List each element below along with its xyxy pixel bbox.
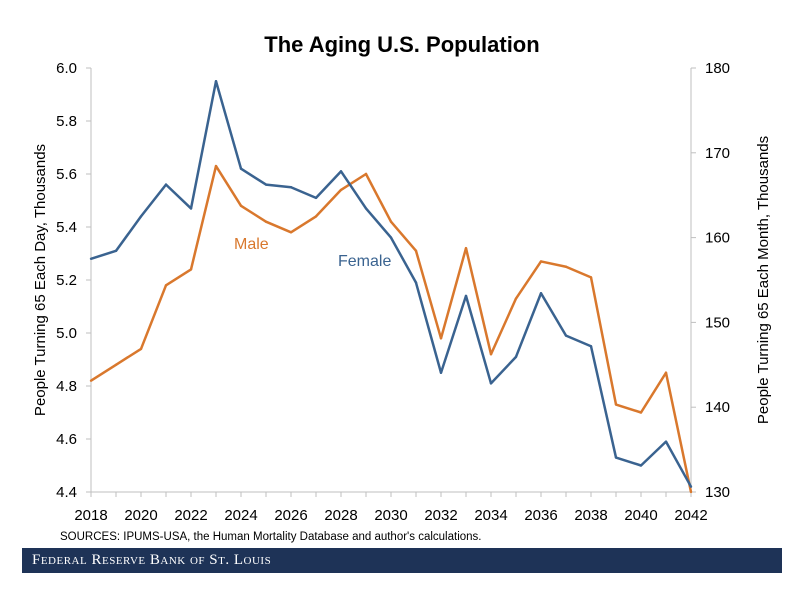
plot-area: 6.0 5.8 5.6 5.4 5.2 5.0 4.8 4.6 4.4 180 170 160 150 1…	[32, 60, 772, 524]
data-point-female	[239, 167, 243, 170]
y-tick-label: 5.8	[56, 113, 77, 130]
x-tick-label: 2026	[274, 507, 307, 524]
data-point-female	[564, 334, 568, 337]
series-label-female: Female	[338, 253, 391, 270]
data-point-female	[289, 186, 293, 189]
data-point-female	[114, 249, 118, 253]
y2-tick-label: 140	[705, 399, 730, 416]
data-point-male	[689, 490, 693, 494]
data-point-male	[639, 411, 643, 414]
y-tick-label: 5.4	[56, 219, 77, 236]
y-tick-label: 5.2	[56, 272, 77, 289]
series-line-female	[90, 80, 693, 488]
data-point-female	[539, 292, 543, 295]
data-point-male	[289, 231, 293, 234]
data-point-male	[189, 268, 193, 271]
data-point-male	[464, 247, 468, 250]
footer-brand: Federal Reserve Bank of St. Louis	[32, 552, 272, 568]
x-tick-label: 2040	[624, 507, 657, 524]
source-note: SOURCES: IPUMS-USA, the Human Mortality …	[60, 531, 482, 543]
x-tick-label: 2030	[374, 507, 407, 524]
y2-tick-label: 160	[705, 230, 730, 247]
data-point-male	[664, 371, 668, 374]
x-tick-label: 2028	[324, 507, 357, 524]
y2-tick-label: 170	[705, 145, 730, 162]
y2-tick-label: 130	[705, 484, 730, 501]
data-point-male	[614, 403, 618, 406]
x-tick-label: 2022	[174, 507, 207, 524]
data-point-female	[489, 382, 493, 385]
data-point-female	[689, 485, 693, 488]
y-tick-label: 4.4	[56, 484, 77, 501]
series-line-male	[90, 164, 693, 493]
y2-axis-label: People Turning 65 Each Month, Thousands	[755, 136, 772, 424]
data-point-male	[339, 188, 343, 192]
data-point-male	[314, 215, 318, 218]
data-point-male	[364, 172, 368, 176]
data-point-male	[264, 220, 268, 223]
x-tick-label: 2032	[424, 507, 457, 524]
y-tick-label: 4.6	[56, 431, 77, 448]
data-point-male	[164, 284, 168, 287]
data-point-male	[239, 204, 243, 207]
x-tick-label: 2038	[574, 507, 607, 524]
y-tick-label: 5.6	[56, 166, 77, 183]
data-point-male	[539, 260, 543, 263]
data-point-female	[264, 183, 268, 186]
y2-tick-label: 180	[705, 60, 730, 77]
data-point-female	[314, 196, 318, 200]
data-point-female	[364, 207, 368, 210]
data-point-female	[439, 371, 443, 374]
series-label-male: Male	[234, 236, 269, 253]
data-point-male	[389, 220, 393, 223]
x-tick-label: 2024	[224, 507, 257, 524]
data-point-male	[564, 265, 568, 268]
y-axis-label: People Turning 65 Each Day, Thousands	[32, 144, 49, 416]
x-tick-label: 2042	[674, 507, 707, 524]
data-point-female	[339, 170, 343, 173]
data-point-male	[489, 353, 493, 356]
data-point-male	[514, 297, 518, 300]
y-tick-label: 5.0	[56, 325, 77, 342]
data-point-male	[89, 379, 93, 382]
x-tick-label: 2036	[524, 507, 557, 524]
data-point-female	[614, 456, 618, 459]
y2-tick-label: 150	[705, 314, 730, 331]
data-point-male	[214, 164, 218, 168]
data-point-female	[514, 355, 518, 359]
data-point-female	[639, 464, 643, 467]
data-point-female	[464, 294, 468, 298]
chart-title: The Aging U.S. Population	[264, 32, 539, 57]
data-point-female	[89, 257, 93, 260]
data-point-male	[139, 347, 143, 351]
y-tick-label: 4.8	[56, 378, 77, 395]
data-point-female	[214, 80, 218, 83]
x-tick-label: 2034	[474, 507, 507, 524]
data-point-male	[114, 363, 118, 366]
footer-banner: Federal Reserve Bank of St. Louis	[22, 548, 782, 573]
data-point-female	[139, 215, 143, 218]
data-point-female	[664, 440, 668, 443]
data-point-female	[414, 281, 418, 284]
data-point-female	[389, 236, 393, 239]
data-point-male	[589, 276, 593, 279]
x-tick-label: 2018	[74, 507, 107, 524]
data-point-female	[189, 207, 193, 210]
data-point-female	[164, 183, 168, 186]
data-point-male	[414, 249, 418, 253]
y-tick-label: 6.0	[56, 60, 77, 77]
x-tick-label: 2020	[124, 507, 157, 524]
data-point-male	[439, 337, 443, 340]
data-point-female	[589, 345, 593, 348]
